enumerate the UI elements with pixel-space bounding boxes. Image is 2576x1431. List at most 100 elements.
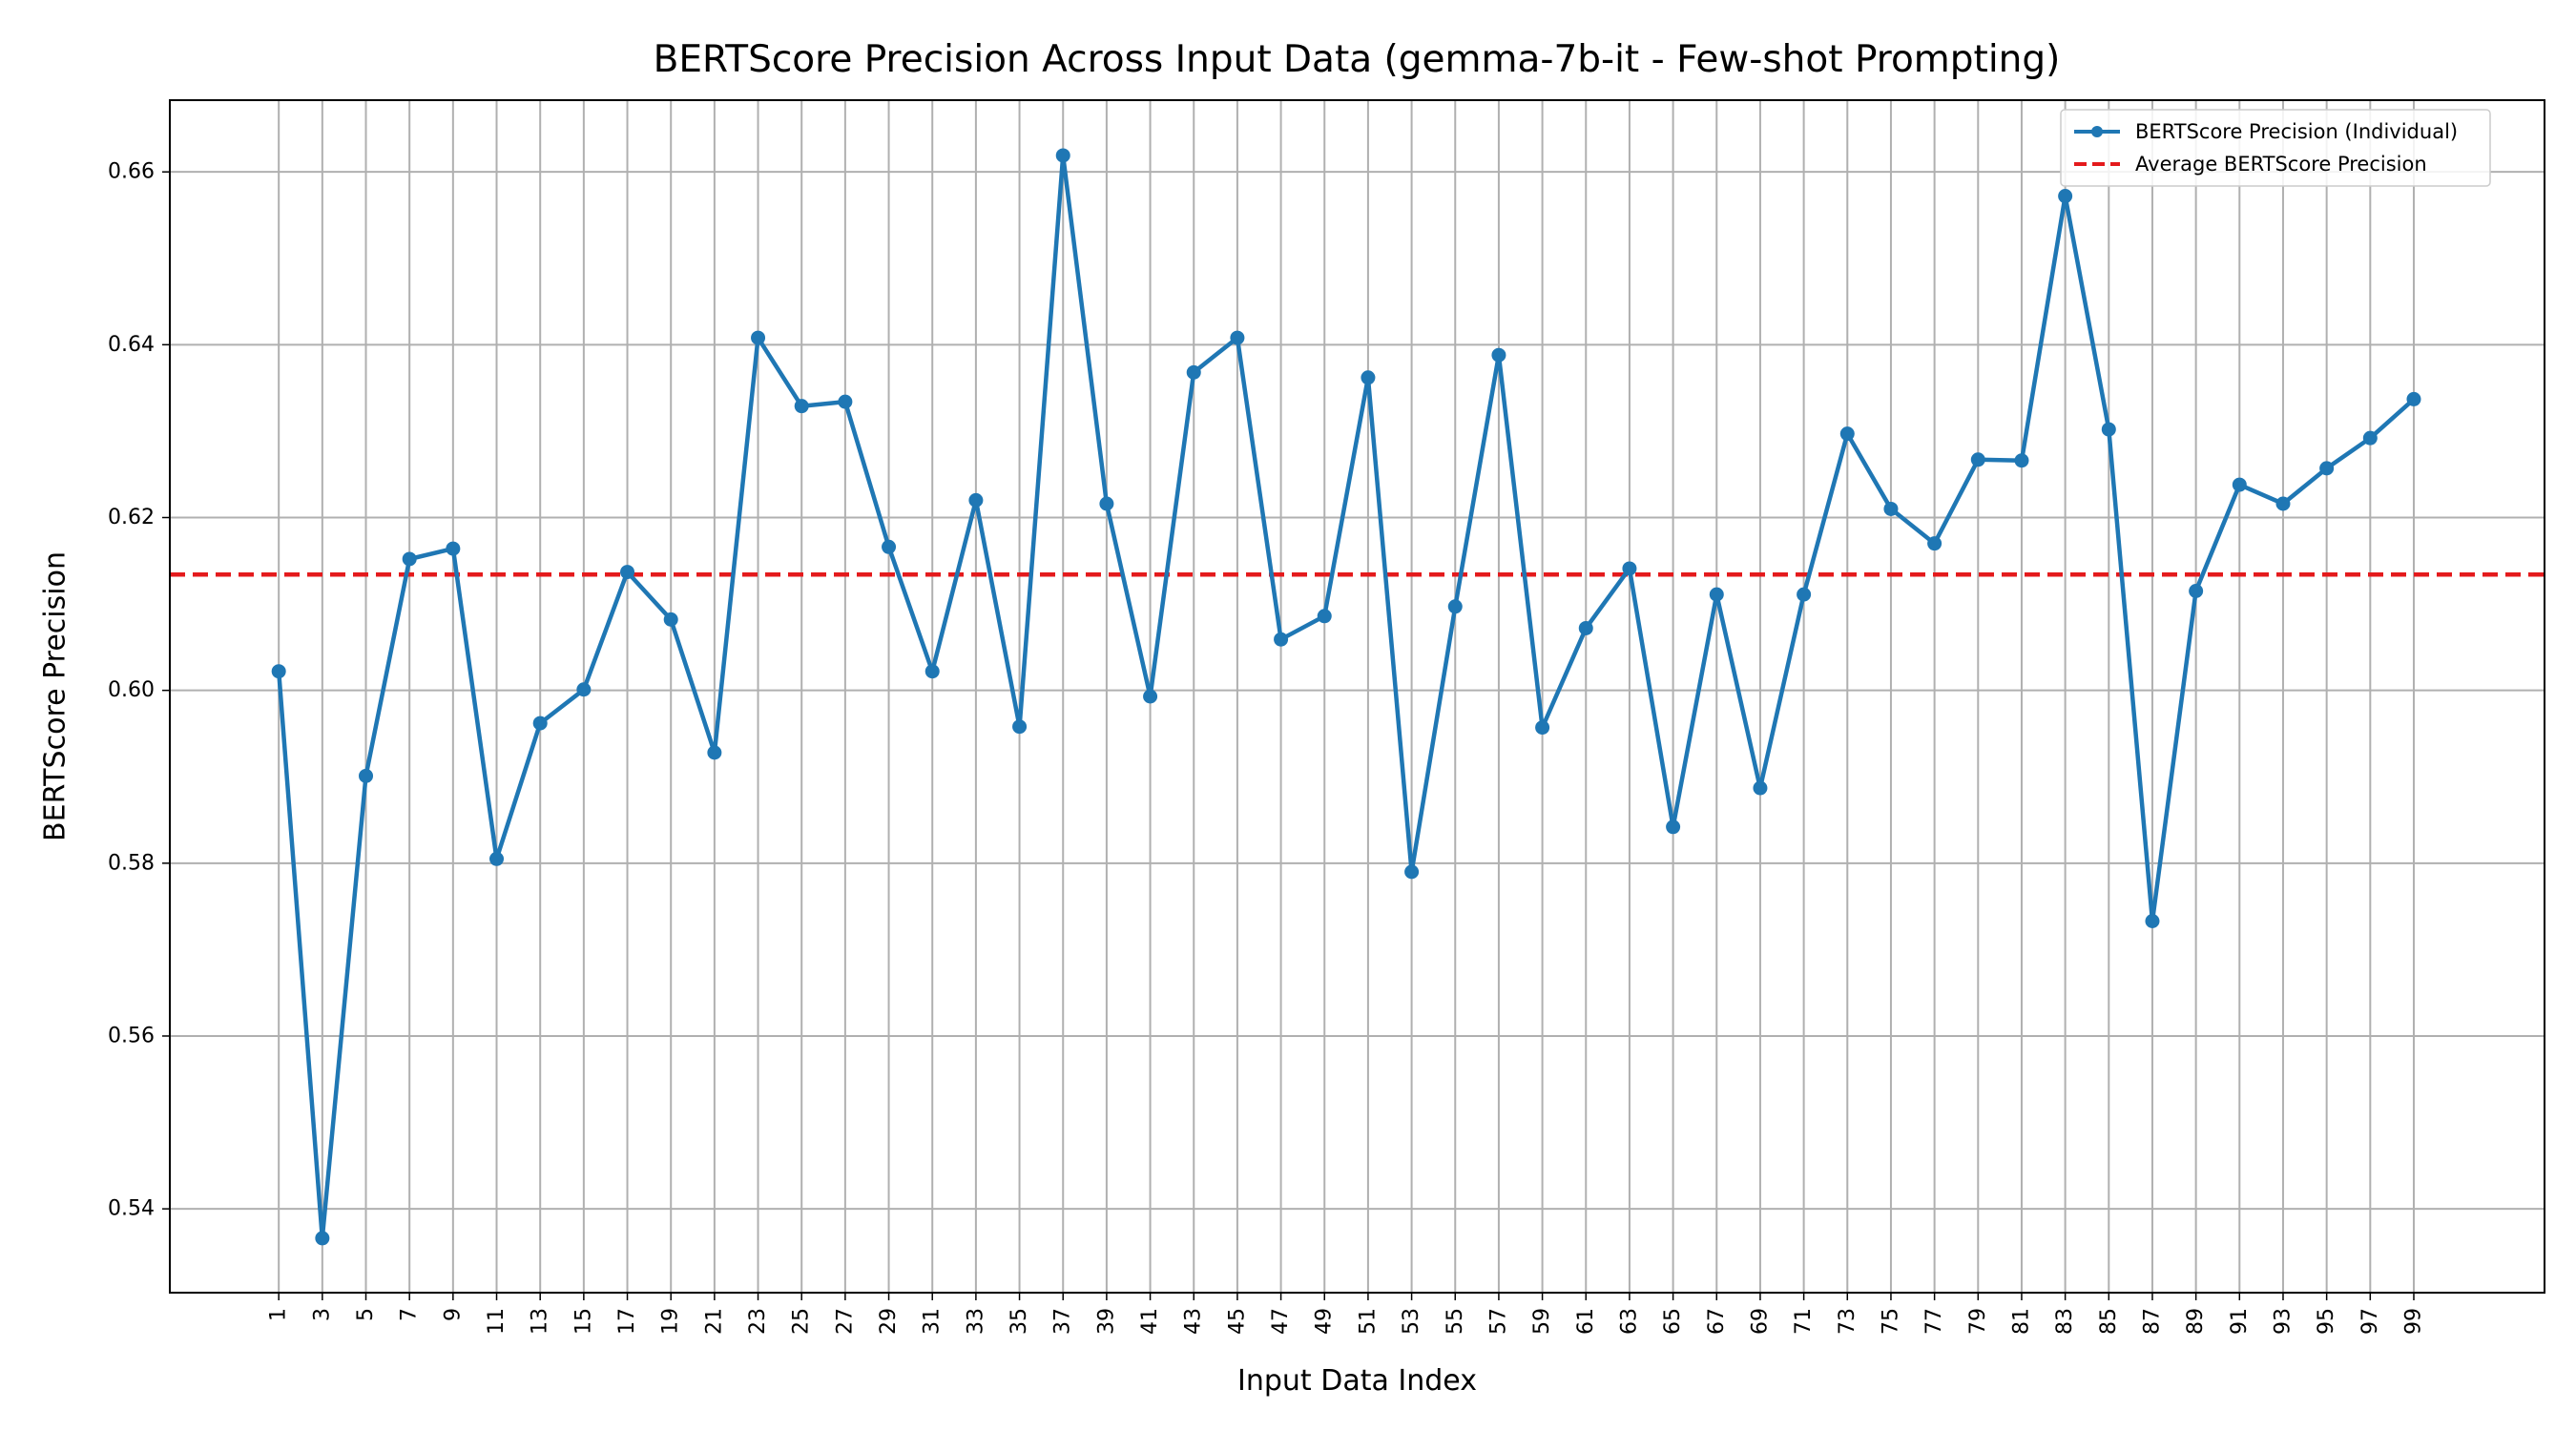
data-point bbox=[1055, 148, 1070, 163]
x-tick-label: 29 bbox=[877, 1308, 901, 1335]
x-tick-label: 83 bbox=[2053, 1308, 2077, 1335]
x-axis-label: Input Data Index bbox=[1237, 1364, 1477, 1398]
data-point bbox=[446, 541, 461, 556]
chart-title: BERTScore Precision Across Input Data (g… bbox=[654, 38, 2061, 81]
series-layer bbox=[271, 148, 2421, 1246]
x-tick-label: 59 bbox=[1530, 1308, 1554, 1335]
x-tick-label: 25 bbox=[790, 1308, 814, 1335]
y-tick-label: 0.58 bbox=[108, 851, 155, 875]
y-tick-label: 0.54 bbox=[108, 1197, 155, 1221]
data-point bbox=[751, 330, 766, 345]
data-point bbox=[2145, 914, 2160, 929]
data-point bbox=[924, 664, 940, 679]
data-point bbox=[2101, 422, 2116, 437]
x-tick-label: 23 bbox=[746, 1308, 770, 1335]
legend: BERTScore Precision (Individual) Average… bbox=[2060, 109, 2491, 187]
x-tick-label: 93 bbox=[2271, 1308, 2295, 1335]
x-tick-label: 67 bbox=[1705, 1308, 1729, 1335]
data-point bbox=[1317, 609, 1332, 624]
x-tick-label: 85 bbox=[2097, 1308, 2121, 1335]
y-axis-ticks: 0.54 0.56 0.58 0.60 0.62 0.64 0.66 bbox=[108, 160, 170, 1221]
legend-marker-individual bbox=[2091, 126, 2103, 137]
data-point bbox=[663, 612, 678, 627]
data-point bbox=[1143, 689, 1158, 704]
data-point bbox=[315, 1231, 330, 1246]
y-tick-label: 0.56 bbox=[108, 1024, 155, 1047]
data-point bbox=[1012, 719, 1028, 735]
data-point bbox=[359, 768, 374, 783]
data-point bbox=[1491, 347, 1506, 363]
data-point bbox=[402, 551, 417, 567]
x-tick-label: 71 bbox=[1792, 1308, 1816, 1335]
data-point bbox=[1274, 632, 1289, 647]
data-point bbox=[1927, 536, 1942, 551]
x-tick-label: 15 bbox=[571, 1308, 595, 1335]
x-tick-label: 31 bbox=[921, 1308, 945, 1335]
legend-label-average: Average BERTScore Precision bbox=[2135, 153, 2427, 176]
x-tick-label: 21 bbox=[702, 1308, 726, 1335]
y-axis-label: BERTScore Precision bbox=[39, 551, 73, 841]
x-tick-label: 91 bbox=[2228, 1308, 2252, 1335]
x-tick-label: 63 bbox=[1617, 1308, 1641, 1335]
data-point bbox=[2362, 430, 2378, 446]
data-point bbox=[2014, 453, 2029, 468]
data-point bbox=[620, 565, 635, 580]
x-tick-label: 27 bbox=[833, 1308, 857, 1335]
x-tick-label: 81 bbox=[2009, 1308, 2033, 1335]
data-point bbox=[1666, 819, 1681, 835]
x-tick-label: 49 bbox=[1313, 1308, 1337, 1335]
x-tick-label: 37 bbox=[1051, 1308, 1075, 1335]
x-tick-label: 51 bbox=[1356, 1308, 1380, 1335]
x-tick-label: 79 bbox=[1966, 1308, 1990, 1335]
data-point bbox=[707, 745, 722, 760]
data-point bbox=[1361, 370, 1376, 385]
x-tick-label: 39 bbox=[1094, 1308, 1118, 1335]
x-tick-label: 13 bbox=[529, 1308, 552, 1335]
x-tick-label: 61 bbox=[1574, 1308, 1598, 1335]
data-point bbox=[1622, 561, 1637, 576]
x-tick-label: 53 bbox=[1400, 1308, 1423, 1335]
data-point bbox=[1230, 330, 1245, 345]
data-point bbox=[1839, 426, 1855, 442]
plot-area-frame bbox=[169, 99, 2545, 1294]
x-tick-label: 69 bbox=[1748, 1308, 1772, 1335]
x-tick-label: 17 bbox=[615, 1308, 639, 1335]
data-point bbox=[1099, 496, 1114, 511]
data-point bbox=[2189, 583, 2204, 598]
data-point bbox=[794, 399, 809, 414]
x-tick-label: 35 bbox=[1008, 1308, 1031, 1335]
legend-label-individual: BERTScore Precision (Individual) bbox=[2135, 120, 2458, 143]
x-tick-label: 1 bbox=[267, 1308, 291, 1321]
x-tick-label: 73 bbox=[1836, 1308, 1859, 1335]
data-point bbox=[2406, 391, 2421, 406]
x-tick-label: 33 bbox=[964, 1308, 987, 1335]
y-tick-label: 0.64 bbox=[108, 333, 155, 357]
data-point bbox=[1709, 587, 1724, 602]
y-tick-label: 0.60 bbox=[108, 678, 155, 702]
x-tick-label: 57 bbox=[1486, 1308, 1510, 1335]
x-tick-label: 87 bbox=[2140, 1308, 2164, 1335]
data-point bbox=[1535, 720, 1550, 736]
data-point bbox=[1797, 587, 1812, 602]
y-tick-label: 0.66 bbox=[108, 160, 155, 184]
grid-lines bbox=[170, 100, 2545, 1293]
data-point bbox=[271, 664, 286, 679]
x-tick-label: 75 bbox=[1879, 1308, 1902, 1335]
x-tick-label: 9 bbox=[441, 1308, 465, 1321]
data-point bbox=[489, 851, 505, 866]
x-tick-label: 99 bbox=[2401, 1308, 2425, 1335]
x-tick-label: 77 bbox=[1922, 1308, 1946, 1335]
data-point bbox=[1447, 599, 1463, 614]
x-tick-label: 19 bbox=[659, 1308, 683, 1335]
x-tick-label: 5 bbox=[354, 1308, 378, 1321]
legend-box bbox=[2060, 109, 2491, 187]
data-point bbox=[2275, 496, 2291, 511]
x-tick-label: 95 bbox=[2315, 1308, 2338, 1335]
data-point bbox=[968, 492, 984, 508]
data-point bbox=[2232, 477, 2247, 492]
data-point bbox=[2058, 189, 2073, 204]
data-point bbox=[1404, 864, 1420, 880]
series-line-individual bbox=[276, 153, 2416, 1241]
x-axis-ticks: 1 3 5 7 9 11 13 15 17 19 21 23 25 27 29 31 33 35 37 39 41 43 4… bbox=[267, 1293, 2425, 1335]
